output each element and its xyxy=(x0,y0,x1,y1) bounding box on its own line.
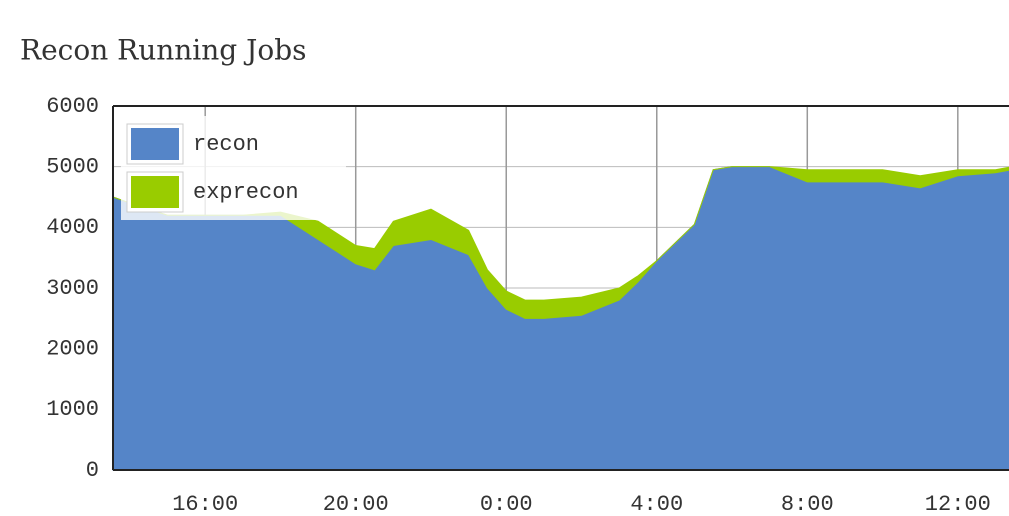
y-tick-label: 5000 xyxy=(46,154,99,179)
x-tick-label: 4:00 xyxy=(630,492,683,516)
x-tick-label: 0:00 xyxy=(480,492,533,516)
y-tick-label: 2000 xyxy=(46,336,99,361)
legend-label: exprecon xyxy=(193,180,299,205)
legend-label: recon xyxy=(193,132,259,157)
x-tick-label: 16:00 xyxy=(172,492,238,516)
legend-swatch xyxy=(131,128,179,160)
y-tick-label: 6000 xyxy=(46,94,99,119)
y-tick-label: 0 xyxy=(86,458,99,483)
x-tick-label: 20:00 xyxy=(323,492,389,516)
legend-swatch xyxy=(131,176,179,208)
y-tick-label: 1000 xyxy=(46,397,99,422)
x-tick-label: 8:00 xyxy=(781,492,834,516)
x-tick-label: 12:00 xyxy=(925,492,991,516)
y-tick-label: 3000 xyxy=(46,276,99,301)
y-tick-label: 4000 xyxy=(46,215,99,240)
area xyxy=(112,166,1009,319)
chart-title: Recon Running Jobs xyxy=(20,34,307,67)
